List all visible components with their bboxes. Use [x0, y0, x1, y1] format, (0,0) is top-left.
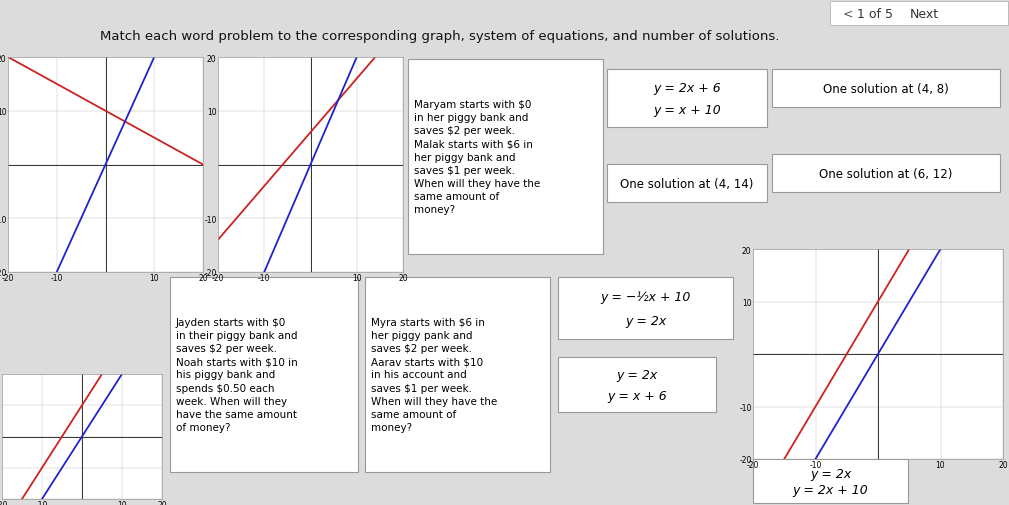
FancyBboxPatch shape	[830, 2, 1008, 26]
Text: Next: Next	[910, 8, 939, 21]
FancyBboxPatch shape	[607, 165, 767, 203]
FancyBboxPatch shape	[408, 60, 603, 255]
FancyBboxPatch shape	[558, 277, 733, 339]
Text: y = −½x + 10: y = −½x + 10	[600, 291, 691, 304]
Text: y = x + 6: y = x + 6	[607, 389, 667, 402]
FancyBboxPatch shape	[753, 459, 908, 503]
Text: y = 2x: y = 2x	[625, 314, 666, 327]
FancyBboxPatch shape	[558, 358, 716, 412]
Text: One solution at (6, 12): One solution at (6, 12)	[819, 167, 952, 180]
Text: y = 2x: y = 2x	[616, 368, 658, 381]
FancyBboxPatch shape	[772, 70, 1000, 108]
FancyBboxPatch shape	[607, 70, 767, 128]
Text: One solution at (4, 8): One solution at (4, 8)	[823, 82, 948, 95]
FancyBboxPatch shape	[365, 277, 550, 472]
Text: Myra starts with $6 in
her piggy pank and
saves $2 per week.
Aarav starts with $: Myra starts with $6 in her piggy pank an…	[371, 317, 497, 432]
Text: One solution at (4, 14): One solution at (4, 14)	[621, 177, 754, 190]
FancyBboxPatch shape	[170, 277, 358, 472]
Text: y = 2x + 6: y = 2x + 6	[653, 82, 720, 95]
Text: Jayden starts with $0
in their piggy bank and
saves $2 per week.
Noah starts wit: Jayden starts with $0 in their piggy ban…	[176, 317, 298, 432]
Text: Match each word problem to the corresponding graph, system of equations, and num: Match each word problem to the correspon…	[100, 29, 779, 42]
Text: y = x + 10: y = x + 10	[653, 104, 720, 117]
Text: <: <	[843, 8, 854, 21]
Text: 1 of 5: 1 of 5	[857, 8, 893, 21]
Text: y = 2x + 10: y = 2x + 10	[793, 483, 869, 496]
Text: y = 2x: y = 2x	[810, 467, 852, 480]
FancyBboxPatch shape	[772, 155, 1000, 192]
Text: Maryam starts with $0
in her piggy bank and
saves $2 per week.
Malak starts with: Maryam starts with $0 in her piggy bank …	[414, 99, 540, 215]
